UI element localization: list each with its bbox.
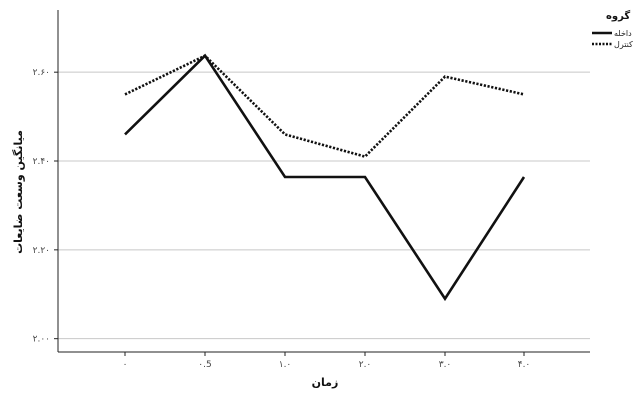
series-line-2 <box>124 54 525 159</box>
y-tick-label-0: ۲.۰۰ <box>33 335 50 345</box>
legend-label-series-1: داخله <box>614 29 632 38</box>
legend-label-series-2: کنترل <box>614 40 633 49</box>
y-axis-title: میانگین وسعت ضایعات <box>12 130 25 254</box>
y-tick-labels: ۲.۰۰ ۲.۲۰ ۲.۴۰ ۲.۶۰ <box>33 68 58 345</box>
x-tick-label-1: ۰.5 <box>198 360 211 370</box>
x-tick-labels: ۰ ۰.5 ۱.۰ ۲.۰ ۳.۰ ۴.۰ <box>123 352 531 370</box>
legend-title: گروه <box>606 9 630 22</box>
x-axis-title: زمان <box>312 376 339 389</box>
x-tick-label-0: ۰ <box>123 360 128 370</box>
y-tick-label-2: ۲.۴۰ <box>33 157 50 167</box>
axes <box>57 10 590 353</box>
legend: گروه داخله کنترل <box>592 9 633 49</box>
series-lines <box>124 53 526 302</box>
x-tick-label-5: ۴.۰ <box>518 360 531 370</box>
x-tick-label-2: ۱.۰ <box>279 360 292 370</box>
x-tick-label-3: ۲.۰ <box>359 360 372 370</box>
gridlines <box>58 71 590 340</box>
y-tick-label-1: ۲.۲۰ <box>33 246 50 256</box>
y-tick-label-3: ۲.۶۰ <box>33 68 50 78</box>
series-line-1 <box>124 53 526 302</box>
x-tick-label-4: ۳.۰ <box>439 360 452 370</box>
